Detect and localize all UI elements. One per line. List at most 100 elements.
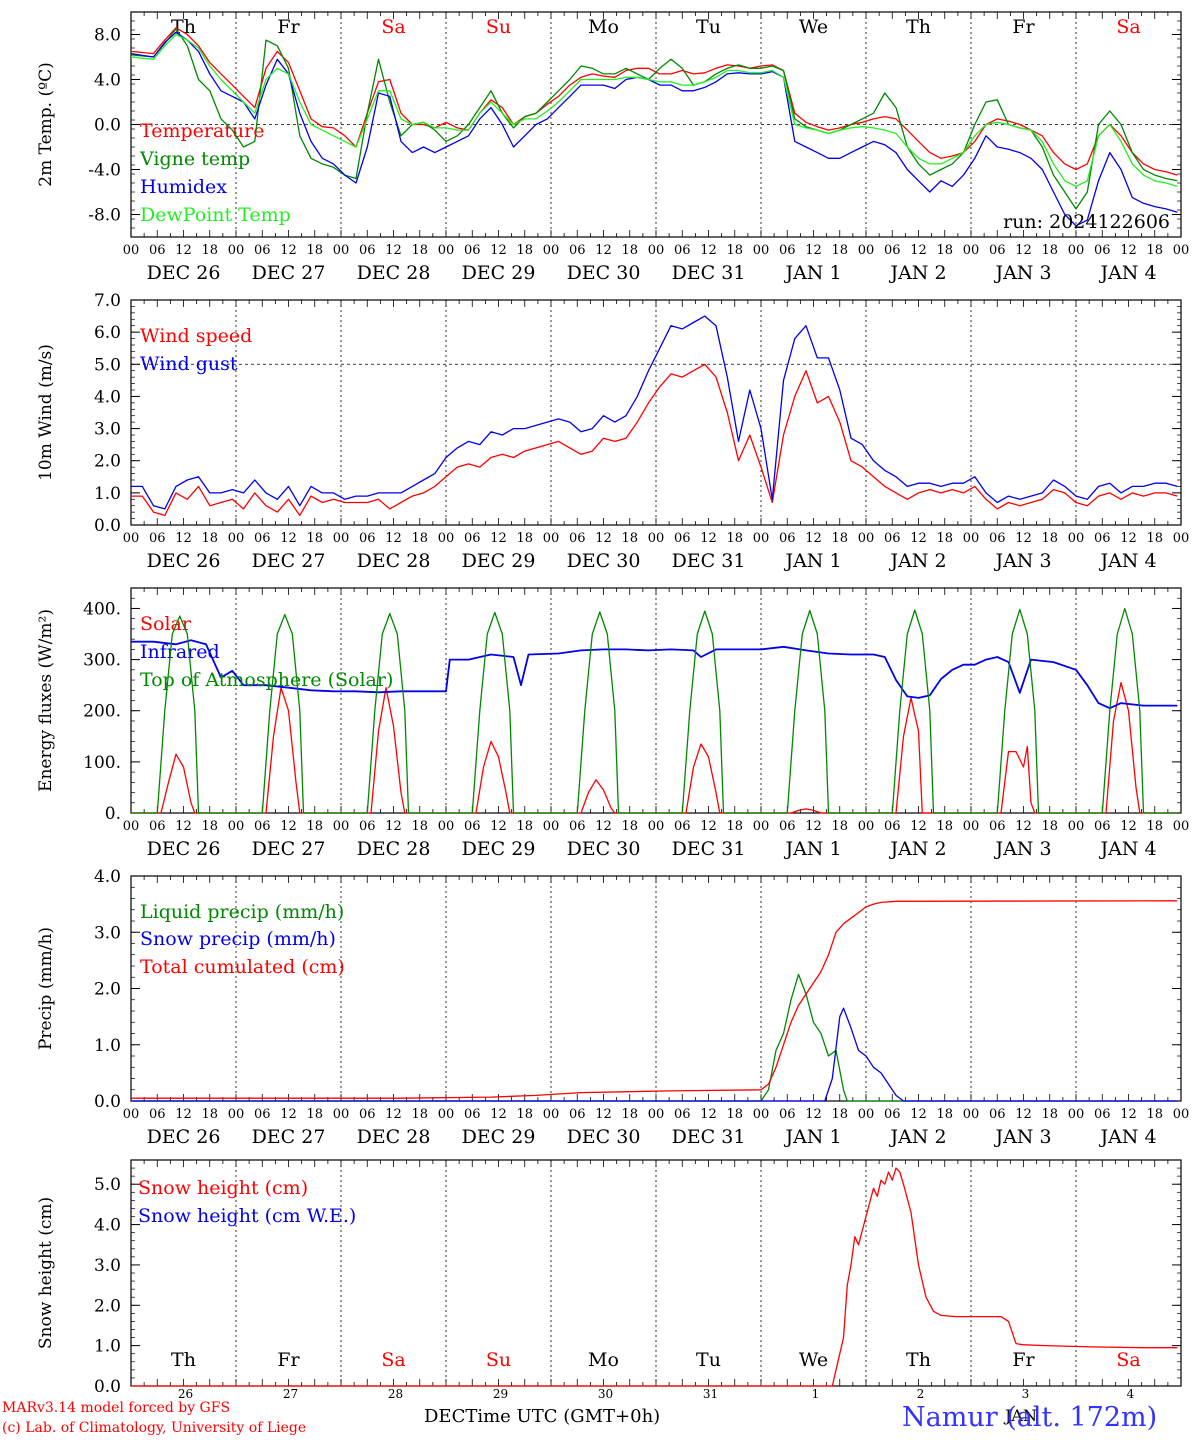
weekday-label: Sa: [381, 1349, 405, 1371]
date-label: JAN 2: [888, 550, 946, 572]
date-label: JAN 1: [783, 1126, 841, 1148]
hour-label: 12: [490, 1107, 507, 1122]
day-number: 1: [812, 1387, 820, 1401]
series-line-precip: [131, 1007, 1178, 1102]
hour-label: 18: [306, 243, 323, 258]
legend-entry: Infrared: [140, 641, 220, 663]
series-line-energy: [131, 681, 1178, 814]
hour-label: 06: [1094, 819, 1111, 834]
hour-label: 00: [1173, 1107, 1190, 1122]
hour-label: 18: [516, 243, 533, 258]
hour-label: 00: [753, 819, 770, 834]
y-tick-label: 4.0: [94, 1216, 121, 1236]
date-label: JAN 4: [1098, 838, 1156, 860]
y-tick-label: 1.0: [94, 1337, 121, 1357]
series-line-snow: [131, 1167, 1178, 1387]
date-label: DEC 26: [147, 838, 221, 860]
hour-label: 06: [464, 243, 481, 258]
hour-label: 06: [569, 1107, 586, 1122]
hour-label: 06: [149, 243, 166, 258]
hour-label: 00: [963, 243, 980, 258]
y-tick-label: 0.0: [94, 1377, 121, 1397]
hour-label: 06: [779, 531, 796, 546]
hour-label: 06: [674, 1107, 691, 1122]
day-number: 29: [493, 1387, 508, 1401]
date-label: JAN 4: [1098, 1126, 1156, 1148]
y-tick-label: 1.0: [94, 1036, 121, 1056]
hour-label: 06: [359, 819, 376, 834]
y-tick-label: 200.: [83, 702, 121, 722]
y-tick-label: 2.0: [94, 1296, 121, 1316]
hour-label: 12: [1120, 1107, 1137, 1122]
y-tick-label: 400.: [83, 599, 121, 619]
hour-label: 00: [543, 1107, 560, 1122]
y-tick-label: 2.0: [94, 452, 121, 472]
hour-label: 18: [726, 531, 743, 546]
hour-label: 00: [333, 531, 350, 546]
y-tick-label: 0.0: [94, 516, 121, 536]
hour-label: 18: [411, 243, 428, 258]
legend-entry: Wind gust: [140, 353, 238, 375]
hour-label: 00: [1173, 819, 1190, 834]
legend-entry: Humidex: [140, 176, 227, 198]
date-label: DEC 27: [252, 1126, 326, 1148]
hour-label: 18: [726, 1107, 743, 1122]
hour-label: 00: [123, 243, 140, 258]
hour-label: 18: [621, 531, 638, 546]
date-label: JAN 3: [993, 550, 1051, 572]
hour-label: 12: [1015, 819, 1032, 834]
y-axis-label: Energy fluxes (W/m²): [36, 609, 56, 792]
date-label: JAN 2: [888, 262, 946, 284]
hour-label: 18: [1146, 531, 1163, 546]
legend-entry: Snow height (cm W.E.): [138, 1205, 356, 1227]
y-tick-label: -8.0: [88, 206, 121, 226]
day-number: 4: [1127, 1387, 1135, 1401]
hour-label: 12: [700, 243, 717, 258]
hour-label: 00: [123, 819, 140, 834]
hour-label: 18: [1146, 243, 1163, 258]
hour-label: 06: [359, 1107, 376, 1122]
hour-label: 18: [516, 531, 533, 546]
y-axis-label: 2m Temp. (ºC): [36, 62, 56, 187]
hour-label: 18: [411, 531, 428, 546]
hour-label: 18: [411, 819, 428, 834]
date-label: DEC 29: [462, 838, 536, 860]
hour-label: 12: [1120, 243, 1137, 258]
hour-label: 06: [569, 243, 586, 258]
hour-label: 18: [306, 819, 323, 834]
hour-label: 00: [1068, 531, 1085, 546]
hour-label: 06: [464, 531, 481, 546]
hour-label: 12: [910, 819, 927, 834]
hour-label: 18: [306, 531, 323, 546]
hour-label: 06: [149, 819, 166, 834]
hour-label: 12: [805, 531, 822, 546]
date-label: DEC 26: [147, 1126, 221, 1148]
hour-label: 12: [910, 243, 927, 258]
y-tick-label: 4.0: [94, 387, 121, 407]
legend-entry: Snow height (cm): [138, 1177, 308, 1199]
hour-label: 18: [1146, 1107, 1163, 1122]
hour-label: 06: [989, 531, 1006, 546]
hour-label: 12: [1015, 1107, 1032, 1122]
series-line-precip: [131, 900, 1178, 1099]
date-label: DEC 31: [672, 262, 746, 284]
hour-label: 18: [831, 1107, 848, 1122]
hour-label: 18: [936, 531, 953, 546]
y-tick-label: 300.: [83, 651, 121, 671]
date-label: JAN 2: [888, 1126, 946, 1148]
run-annotation: run: 2024122606: [1003, 211, 1170, 233]
hour-label: 06: [884, 531, 901, 546]
hour-label: 00: [963, 1107, 980, 1122]
weekday-label: Mo: [588, 16, 619, 38]
hour-label: 00: [963, 531, 980, 546]
hour-label: 12: [385, 819, 402, 834]
hour-label: 18: [201, 1107, 218, 1122]
hour-label: 18: [621, 819, 638, 834]
y-tick-label: 100.: [83, 753, 121, 773]
hour-label: 00: [648, 531, 665, 546]
hour-label: 06: [1094, 531, 1111, 546]
hour-label: 18: [831, 243, 848, 258]
hour-label: 18: [516, 1107, 533, 1122]
y-tick-label: 8.0: [94, 26, 121, 46]
y-tick-label: 3.0: [94, 923, 121, 943]
